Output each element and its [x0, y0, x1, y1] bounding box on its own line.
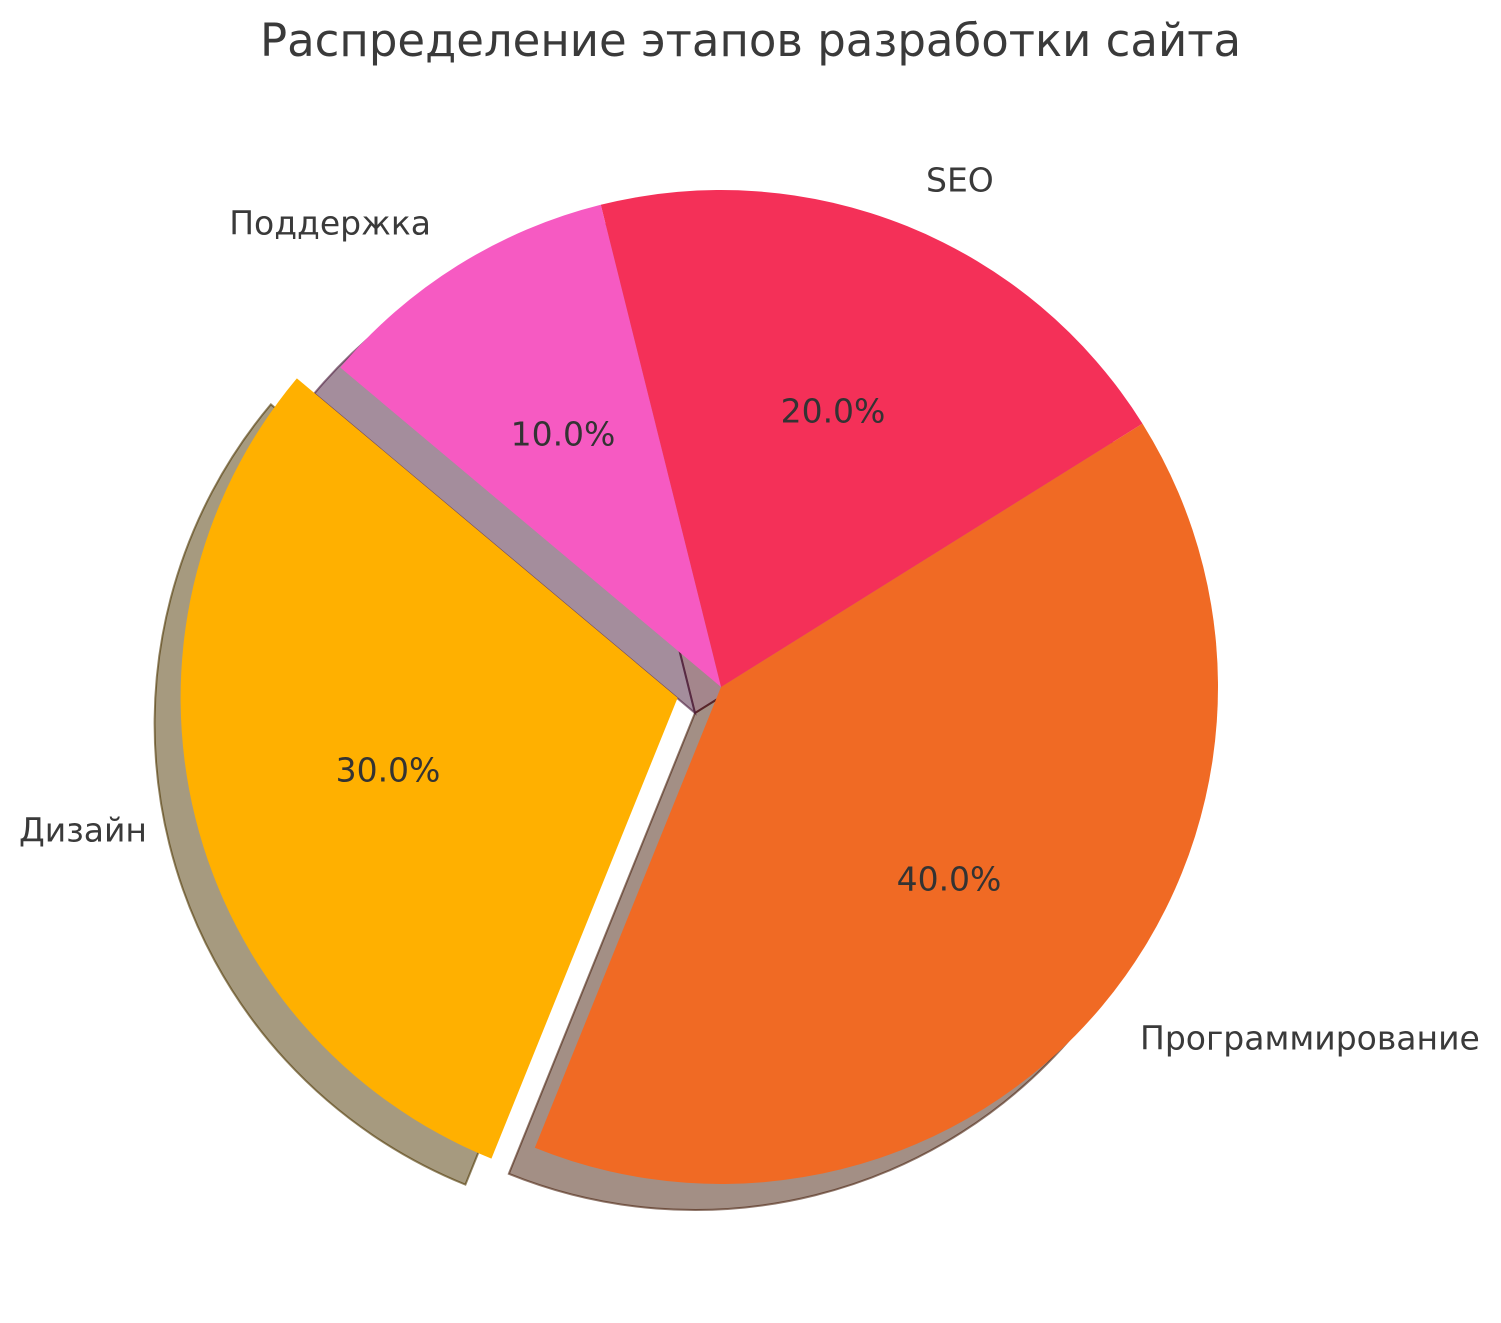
pie-wedge-group [180, 189, 1218, 1184]
slice-pct-support: 10.0% [510, 414, 616, 454]
slice-pct-design: 30.0% [335, 750, 441, 790]
slice-label-seo: SEO [926, 160, 994, 200]
slice-pct-seo: 20.0% [780, 391, 886, 431]
pie-slice-support [340, 204, 721, 687]
slice-pct-programming: 40.0% [896, 859, 1002, 899]
slice-label-support: Поддержка [229, 203, 431, 243]
chart-title: Распределение этапов разработки сайта [259, 14, 1242, 67]
pie-slice-seo [600, 189, 1143, 687]
pie-slice-design [180, 378, 678, 1159]
slice-label-design: Дизайн [18, 810, 147, 850]
slice-label-programming: Программирование [1140, 1018, 1480, 1058]
pie-slice-programming [534, 423, 1218, 1184]
